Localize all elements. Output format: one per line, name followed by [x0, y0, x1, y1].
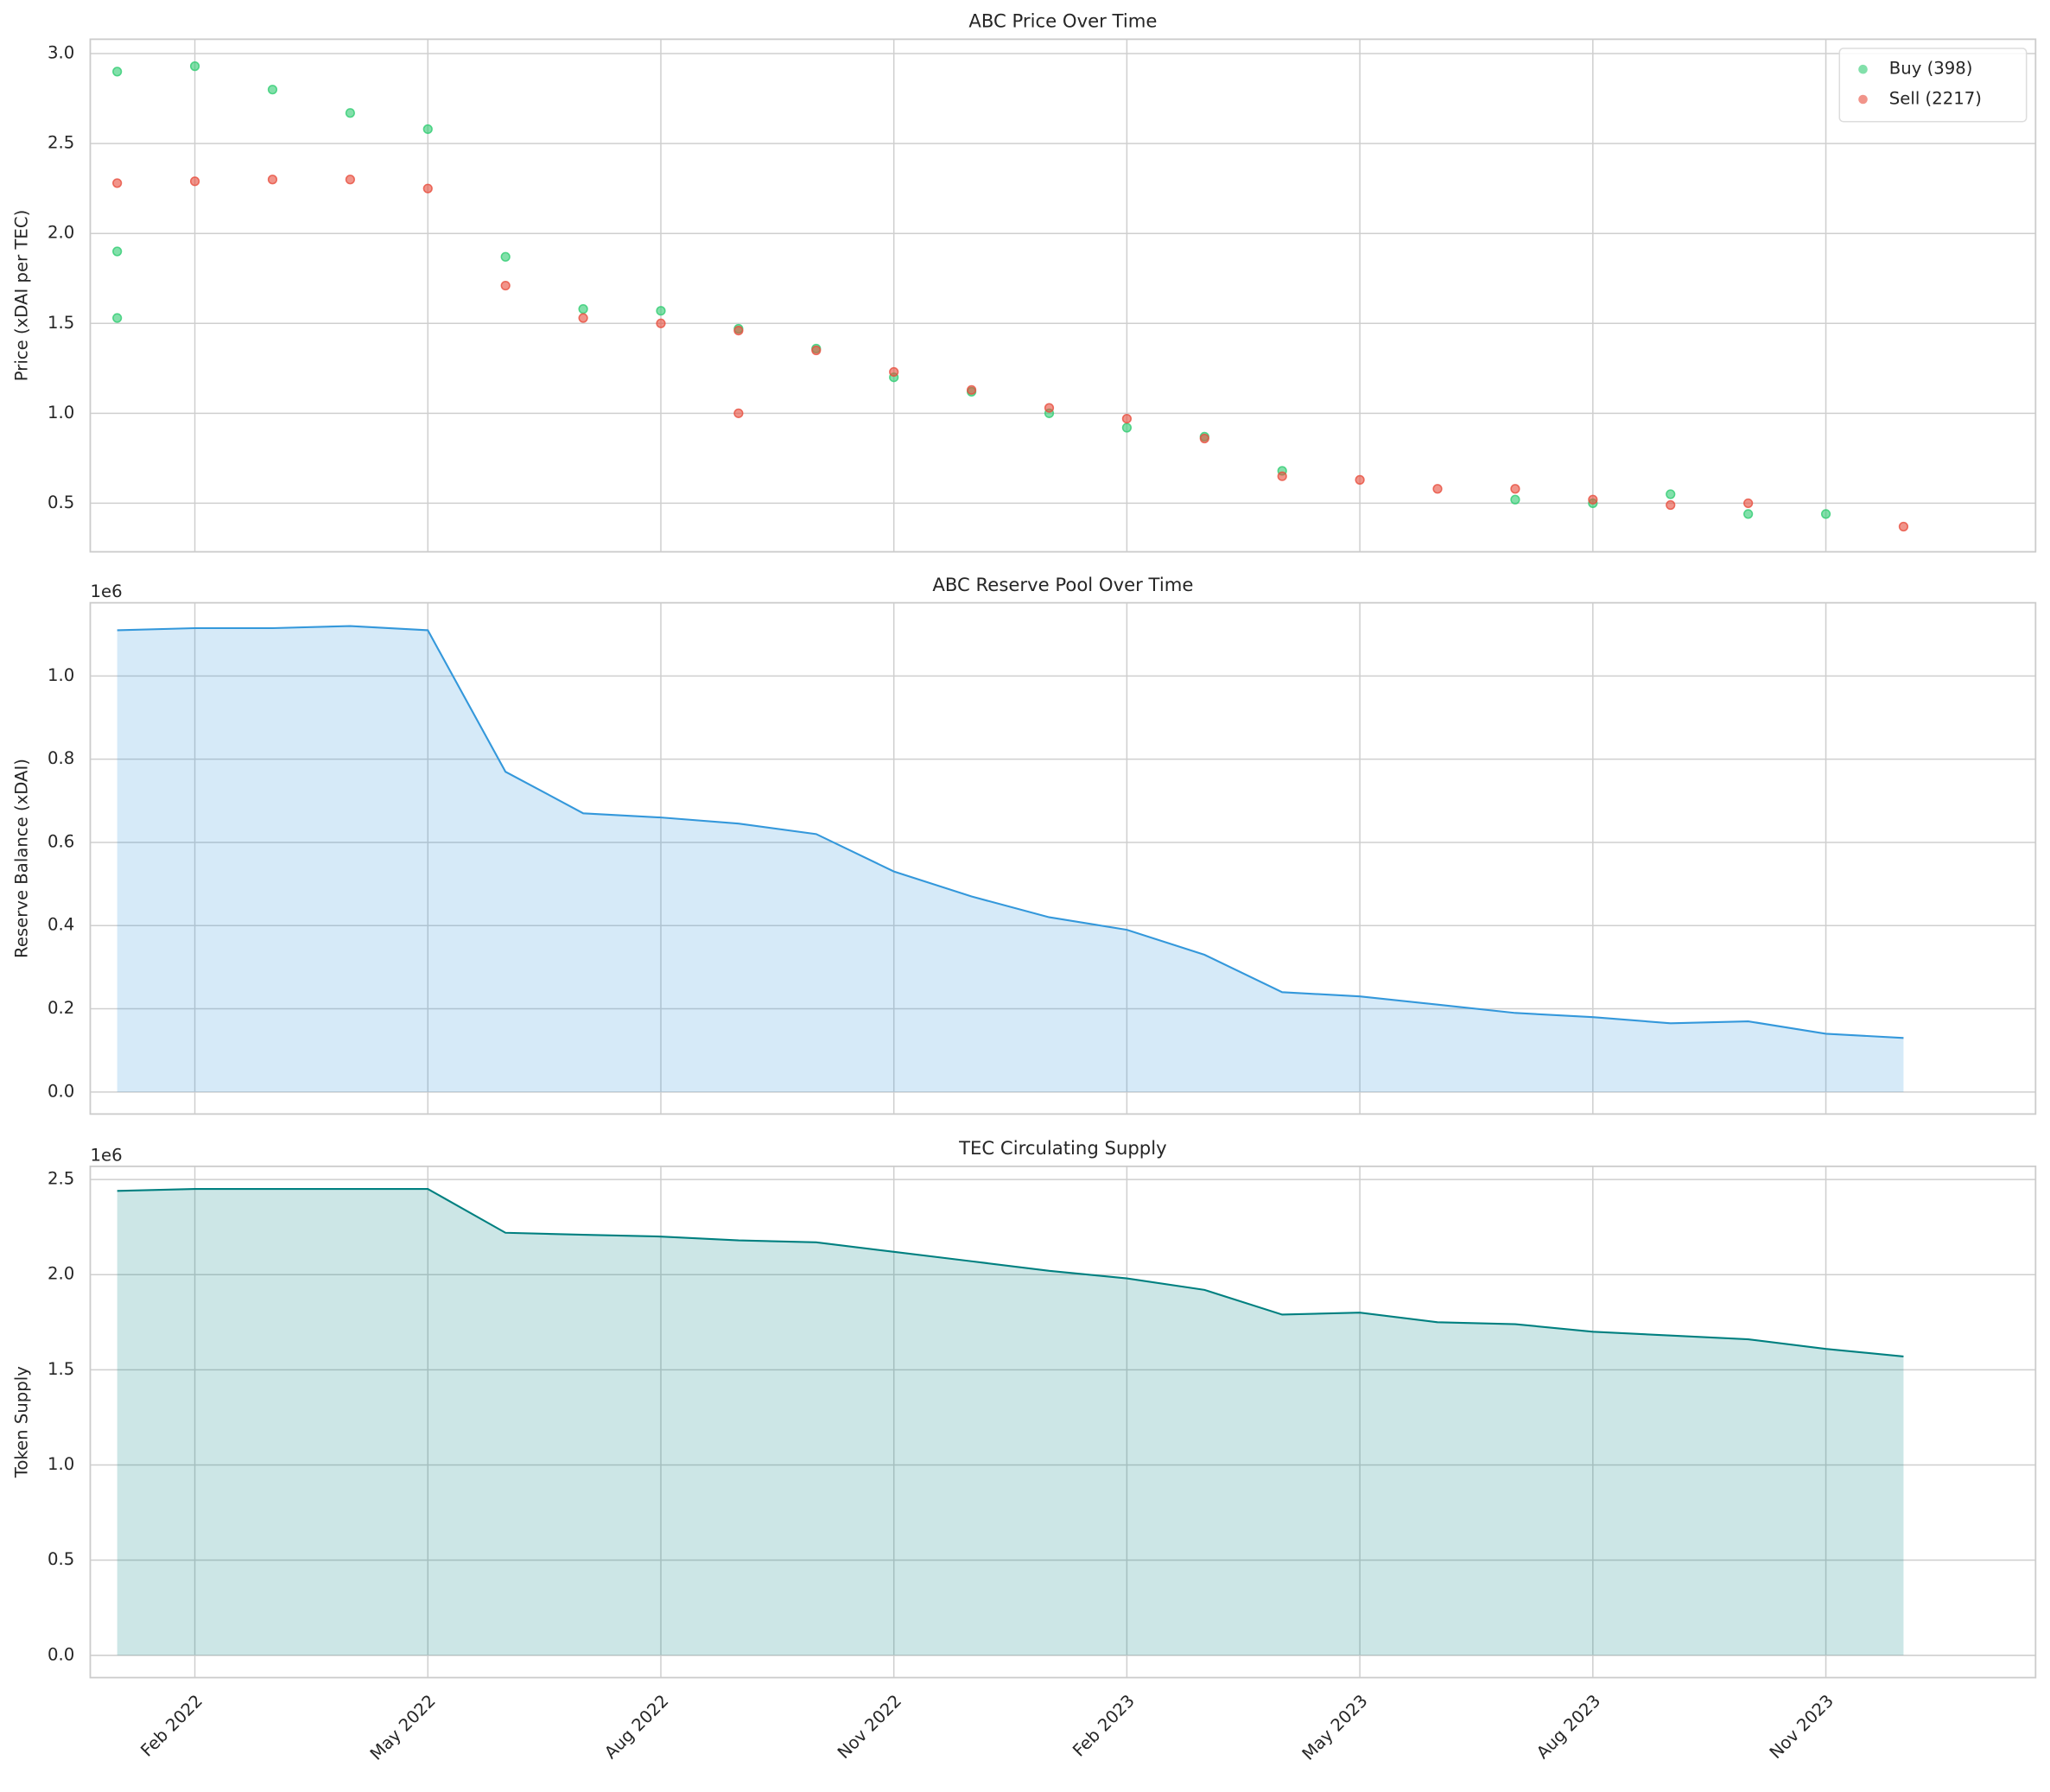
y-tick-label: 0.5	[48, 1549, 74, 1569]
data-point	[1666, 499, 1676, 511]
axis-offset-label: 1e6	[90, 1145, 122, 1165]
data-point	[1898, 521, 1909, 532]
legend-marker	[1858, 64, 1868, 74]
x-tick-label: Feb 2023	[1069, 1691, 1139, 1761]
y-tick-label: 1.0	[48, 403, 74, 423]
axis-offset-label: 1e6	[90, 581, 122, 601]
y-tick-label: 2.0	[48, 223, 74, 243]
data-point	[1820, 509, 1831, 519]
chart-title: ABC Reserve Pool Over Time	[932, 574, 1193, 595]
data-point	[112, 178, 123, 188]
chart-title: ABC Price Over Time	[968, 10, 1157, 32]
data-point	[733, 325, 744, 336]
data-point	[500, 280, 511, 291]
y-tick-label: 0.6	[48, 831, 74, 851]
y-tick-label: 0.4	[48, 915, 74, 935]
x-tick-label: Aug 2022	[600, 1691, 672, 1763]
data-point	[112, 246, 123, 257]
y-tick-label: 2.5	[48, 133, 74, 153]
data-point	[1432, 484, 1443, 494]
x-tick-label: May 2022	[366, 1691, 440, 1764]
y-axis-label: Price (xDAI per TEC)	[11, 210, 31, 382]
data-point	[189, 176, 200, 187]
data-point	[578, 304, 588, 315]
y-tick-label: 2.5	[48, 1169, 74, 1189]
data-point	[1355, 474, 1365, 485]
x-tick-label: Feb 2022	[136, 1691, 206, 1761]
y-tick-label: 1.5	[48, 1359, 74, 1379]
y-tick-label: 1.5	[48, 313, 74, 333]
data-point	[422, 183, 433, 194]
y-tick-label: 1.0	[48, 665, 74, 685]
y-tick-label: 0.5	[48, 492, 74, 512]
x-tick-label: Aug 2023	[1533, 1691, 1604, 1763]
data-point	[500, 251, 511, 262]
data-point	[1743, 509, 1754, 519]
y-tick-label: 1.0	[48, 1454, 74, 1474]
y-tick-label: 0.8	[48, 748, 74, 768]
data-point	[656, 306, 666, 316]
y-tick-label: 3.0	[48, 43, 74, 63]
data-point	[345, 108, 355, 118]
area-line	[117, 625, 1904, 1039]
y-axis-label: Reserve Balance (xDAI)	[11, 759, 31, 958]
y-tick-label: 0.0	[48, 1644, 74, 1664]
y-tick-label: 2.0	[48, 1264, 74, 1284]
data-point	[1743, 498, 1754, 509]
data-point	[112, 313, 123, 323]
data-point	[267, 85, 278, 95]
legend-label: Sell (2217)	[1889, 89, 1982, 109]
area-fill	[117, 1189, 1904, 1655]
chart-title: TEC Circulating Supply	[958, 1137, 1167, 1159]
data-point	[889, 366, 899, 378]
data-point	[1510, 484, 1520, 494]
data-point	[345, 175, 355, 185]
y-axis-label: Token Supply	[11, 1366, 31, 1479]
panel: ABC Price Over Time Price (xDAI per TEC) 0…	[11, 10, 2037, 553]
data-point	[1277, 471, 1287, 481]
legend-marker	[1858, 94, 1868, 105]
data-point	[733, 408, 744, 418]
data-point	[1666, 489, 1676, 499]
data-point	[189, 61, 200, 72]
axes-frame	[89, 38, 2037, 553]
axes-frame	[89, 1165, 2037, 1679]
data-point	[1121, 413, 1133, 424]
data-point	[1044, 403, 1055, 413]
data-point	[656, 318, 666, 328]
y-tick-label: 0.0	[48, 1081, 74, 1101]
data-point	[1588, 494, 1598, 505]
panel: TEC Circulating Supply Token Supply 1e6 0.0…	[11, 1137, 2037, 1764]
data-point	[578, 313, 588, 323]
data-point	[422, 124, 433, 135]
data-point	[267, 175, 278, 185]
data-point	[966, 384, 977, 395]
area-line	[117, 1187, 1904, 1357]
x-tick-label: Nov 2022	[834, 1691, 905, 1763]
data-point	[112, 67, 123, 77]
area-fill	[117, 626, 1904, 1092]
data-point	[811, 345, 822, 356]
data-point	[1121, 423, 1133, 433]
data-point	[1510, 494, 1520, 505]
panel: ABC Reserve Pool Over Time Reserve Balanc…	[11, 574, 2037, 1115]
legend-box	[1838, 48, 2028, 123]
y-tick-label: 0.2	[48, 998, 74, 1018]
x-tick-label: Nov 2023	[1766, 1691, 1837, 1763]
axes-frame	[89, 601, 2037, 1115]
x-tick-label: May 2023	[1298, 1691, 1372, 1764]
legend-label: Buy (398)	[1889, 59, 1973, 79]
data-point	[1199, 433, 1209, 444]
